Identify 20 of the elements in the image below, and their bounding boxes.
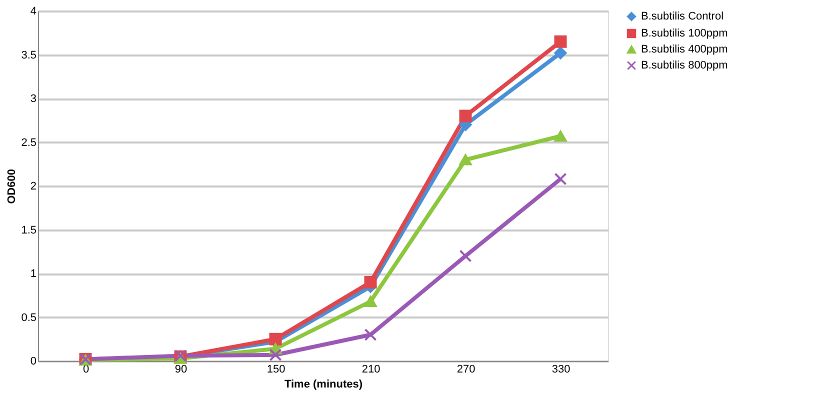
x-tick-label: 150 (266, 364, 286, 376)
legend-label: B.subtilis 100ppm (641, 28, 728, 40)
y-tick-label: 2 (30, 180, 36, 192)
x-tick-label: 330 (552, 364, 570, 376)
y-axis-title: OD600 (6, 169, 18, 204)
y-tick-label: 3.5 (21, 49, 36, 62)
legend-label: B.subtilis Control (641, 10, 724, 22)
y-tick-label: 2.5 (21, 136, 36, 149)
y-tick-label: 0.5 (21, 312, 36, 324)
y-tick-label: 4 (30, 6, 36, 18)
x-tick-label: 270 (456, 364, 476, 376)
y-tick-label: 1 (30, 268, 36, 280)
y-tick-label: 0 (30, 356, 36, 368)
y-tick-label: 1.5 (21, 224, 36, 236)
y-tick-label: 3 (30, 93, 36, 105)
x-axis-title: Time (minutes) (284, 378, 363, 390)
x-tick-label: 210 (362, 364, 380, 376)
legend-label: B.subtilis 800ppm (641, 60, 728, 72)
x-tick-label: 90 (174, 364, 188, 376)
legend-label: B.subtilis 400ppm (641, 44, 728, 56)
